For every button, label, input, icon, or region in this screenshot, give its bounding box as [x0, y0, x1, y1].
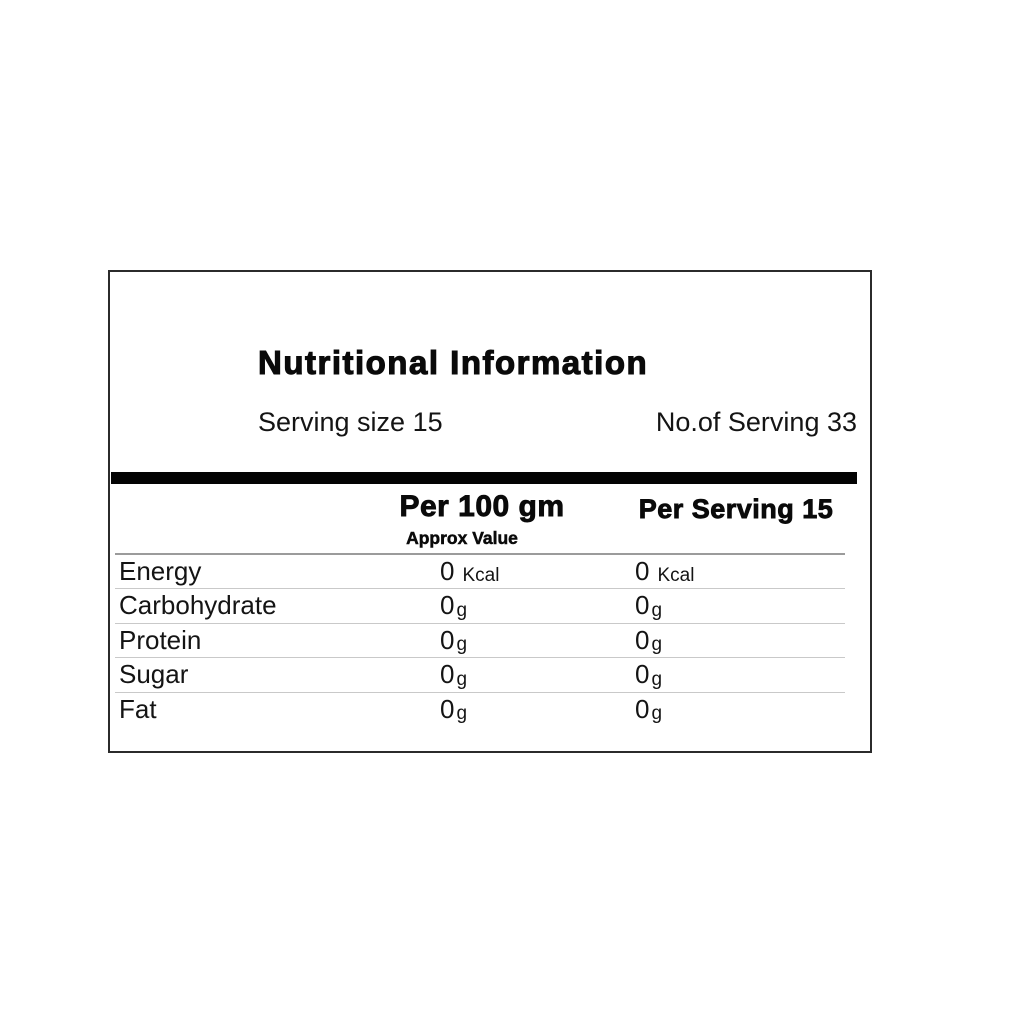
value-unit: g	[456, 634, 468, 656]
column-header-per-100gm: Per 100 gm	[399, 490, 565, 524]
value-unit: g	[651, 668, 663, 690]
value-unit: g	[651, 634, 663, 656]
value-number: 0	[635, 556, 650, 586]
value-number: 0	[440, 693, 455, 724]
per-100-value: 0 Kcal	[440, 555, 499, 592]
value-number: 0	[440, 556, 455, 586]
row-label: Protein	[119, 624, 202, 655]
row-label: Fat	[119, 693, 157, 724]
value-unit: g	[651, 599, 663, 621]
value-number: 0	[635, 693, 650, 724]
per-serving-value: 0 Kcal	[635, 555, 694, 592]
value-unit: Kcal	[657, 565, 695, 586]
serving-info-row: Serving size 15 No.of Serving 33	[258, 406, 857, 438]
table-top-divider	[115, 553, 845, 555]
approx-value-subheader: Approx Value	[406, 528, 518, 549]
row-label: Sugar	[119, 659, 189, 690]
value-number: 0	[440, 590, 455, 621]
value-unit: g	[456, 668, 468, 690]
separator-bar	[111, 472, 857, 484]
serving-count-text: No.of Serving 33	[655, 406, 857, 437]
nutrition-label-title: Nutritional Information	[257, 343, 649, 381]
row-label: Carbohydrate	[119, 590, 277, 621]
value-number: 0	[635, 624, 650, 655]
nutrition-label-box: Nutritional Information Serving size 15 …	[108, 270, 872, 753]
value-number: 0	[440, 624, 455, 655]
value-unit: g	[456, 703, 468, 725]
value-number: 0	[635, 590, 650, 621]
row-label: Energy	[119, 556, 202, 586]
value-number: 0	[440, 659, 455, 690]
value-unit: g	[651, 703, 663, 725]
column-header-per-serving: Per Serving 15	[638, 494, 834, 525]
value-unit: Kcal	[462, 565, 500, 586]
value-number: 0	[635, 659, 650, 690]
serving-size-text: Serving size 15	[258, 406, 443, 437]
value-unit: g	[456, 599, 468, 621]
table-row-energy: Energy 0 Kcal 0 Kcal	[115, 555, 845, 592]
